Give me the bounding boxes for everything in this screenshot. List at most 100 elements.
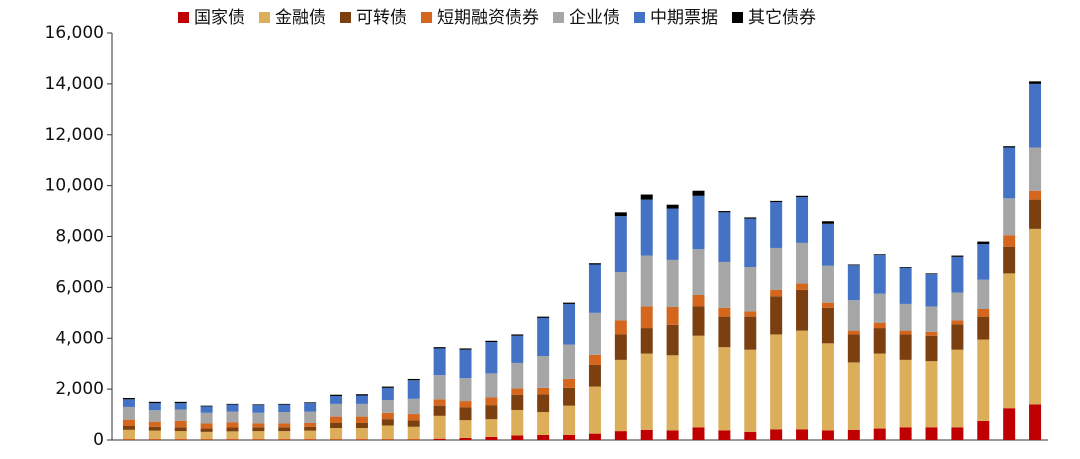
bar-segment bbox=[614, 359, 627, 432]
bar-segment bbox=[873, 353, 886, 429]
bar-segment bbox=[873, 328, 886, 354]
bar-segment bbox=[1029, 147, 1042, 191]
bar-segment bbox=[330, 394, 343, 396]
bar-segment bbox=[588, 263, 601, 265]
bar-segment bbox=[718, 347, 731, 431]
bar-segment bbox=[537, 387, 550, 395]
bar-segment bbox=[122, 426, 135, 430]
bar-segment bbox=[718, 316, 731, 348]
bar-segment bbox=[744, 267, 757, 312]
bar-segment bbox=[796, 283, 809, 290]
bar-segment bbox=[1029, 228, 1042, 405]
bar-segment bbox=[977, 279, 990, 309]
bar-segment bbox=[899, 267, 912, 304]
bar-segment bbox=[977, 420, 990, 440]
bar-segment bbox=[485, 436, 498, 440]
bar-segment bbox=[821, 221, 834, 224]
bar-segment bbox=[796, 289, 809, 331]
bar-segment bbox=[122, 429, 135, 440]
bar-segment bbox=[614, 212, 627, 217]
bar-segment bbox=[563, 303, 576, 345]
bar-segment bbox=[355, 403, 368, 417]
bar-segment bbox=[278, 403, 291, 405]
bar-segment bbox=[977, 316, 990, 340]
bar-segment bbox=[563, 378, 576, 388]
bar-segment bbox=[278, 412, 291, 424]
legend-label: 中期票据 bbox=[650, 8, 718, 28]
bar-segment bbox=[304, 402, 317, 404]
bar-segment bbox=[278, 404, 291, 413]
legend-label: 国家债 bbox=[194, 8, 245, 28]
y-tick-label: 16,000 bbox=[45, 23, 104, 43]
bar-segment bbox=[1029, 81, 1042, 84]
bar-segment bbox=[925, 427, 938, 440]
legend-swatch bbox=[178, 12, 189, 23]
bar-segment bbox=[640, 199, 653, 256]
bar-segment bbox=[692, 295, 705, 307]
bar-segment bbox=[614, 216, 627, 273]
bar-segment bbox=[640, 255, 653, 307]
bar-segment bbox=[692, 427, 705, 440]
bar-segment bbox=[899, 303, 912, 331]
bar-segment bbox=[355, 395, 368, 404]
bar-segment bbox=[925, 331, 938, 336]
bar-segment bbox=[770, 334, 783, 430]
bar-segment bbox=[977, 308, 990, 317]
bar-segment bbox=[692, 306, 705, 336]
bar-segment bbox=[407, 380, 420, 399]
bar-segment bbox=[1029, 199, 1042, 229]
bar-segment bbox=[511, 394, 524, 410]
bar-segment bbox=[174, 420, 187, 428]
bar-segment bbox=[588, 354, 601, 365]
bar-segment bbox=[381, 425, 394, 440]
bar-segment bbox=[718, 212, 731, 262]
bar-segment bbox=[899, 334, 912, 360]
bar-segment bbox=[148, 430, 161, 440]
bar-segment bbox=[330, 428, 343, 440]
bar-segment bbox=[925, 273, 938, 275]
y-tick-label: 4,000 bbox=[55, 328, 104, 348]
bar-segment bbox=[200, 412, 213, 424]
bar-segment bbox=[1029, 404, 1042, 440]
bar-segment bbox=[252, 427, 265, 432]
bar-segment bbox=[692, 335, 705, 428]
bar-segment bbox=[148, 439, 161, 440]
bar-segment bbox=[355, 416, 368, 423]
bar-segment bbox=[588, 433, 601, 440]
bar-segment bbox=[278, 427, 291, 432]
bar-segment bbox=[381, 387, 394, 401]
bar-segment bbox=[692, 195, 705, 250]
bar-segment bbox=[821, 265, 834, 303]
bar-segment bbox=[666, 204, 679, 209]
bar-segment bbox=[200, 428, 213, 432]
bar-segment bbox=[459, 420, 472, 438]
bar-segment bbox=[951, 349, 964, 428]
bar-segment bbox=[355, 422, 368, 429]
bar-segment bbox=[200, 406, 213, 413]
bar-segment bbox=[381, 419, 394, 426]
bar-segment bbox=[122, 439, 135, 440]
bar-segment bbox=[485, 340, 498, 343]
bar-segment bbox=[588, 264, 601, 313]
bar-segment bbox=[847, 300, 860, 331]
bar-segment bbox=[485, 419, 498, 437]
bar-segment bbox=[847, 334, 860, 363]
bar-segment bbox=[252, 404, 265, 406]
bar-segment bbox=[278, 431, 291, 440]
bar-segment bbox=[847, 362, 860, 430]
bar-segment bbox=[226, 404, 239, 412]
bar-segment bbox=[1003, 235, 1016, 247]
bar-segment bbox=[174, 401, 187, 404]
bar-segment bbox=[355, 394, 368, 396]
bar-segment bbox=[200, 439, 213, 440]
bar-segment bbox=[770, 289, 783, 297]
bar-segment bbox=[226, 427, 239, 432]
bar-segment bbox=[951, 256, 964, 293]
y-tick-label: 14,000 bbox=[45, 74, 104, 94]
bar-segment bbox=[511, 362, 524, 389]
bar-segment bbox=[899, 359, 912, 428]
bar-segment bbox=[770, 202, 783, 248]
bar-segment bbox=[1003, 198, 1016, 236]
bar-segment bbox=[459, 437, 472, 440]
bar-segment bbox=[381, 439, 394, 440]
